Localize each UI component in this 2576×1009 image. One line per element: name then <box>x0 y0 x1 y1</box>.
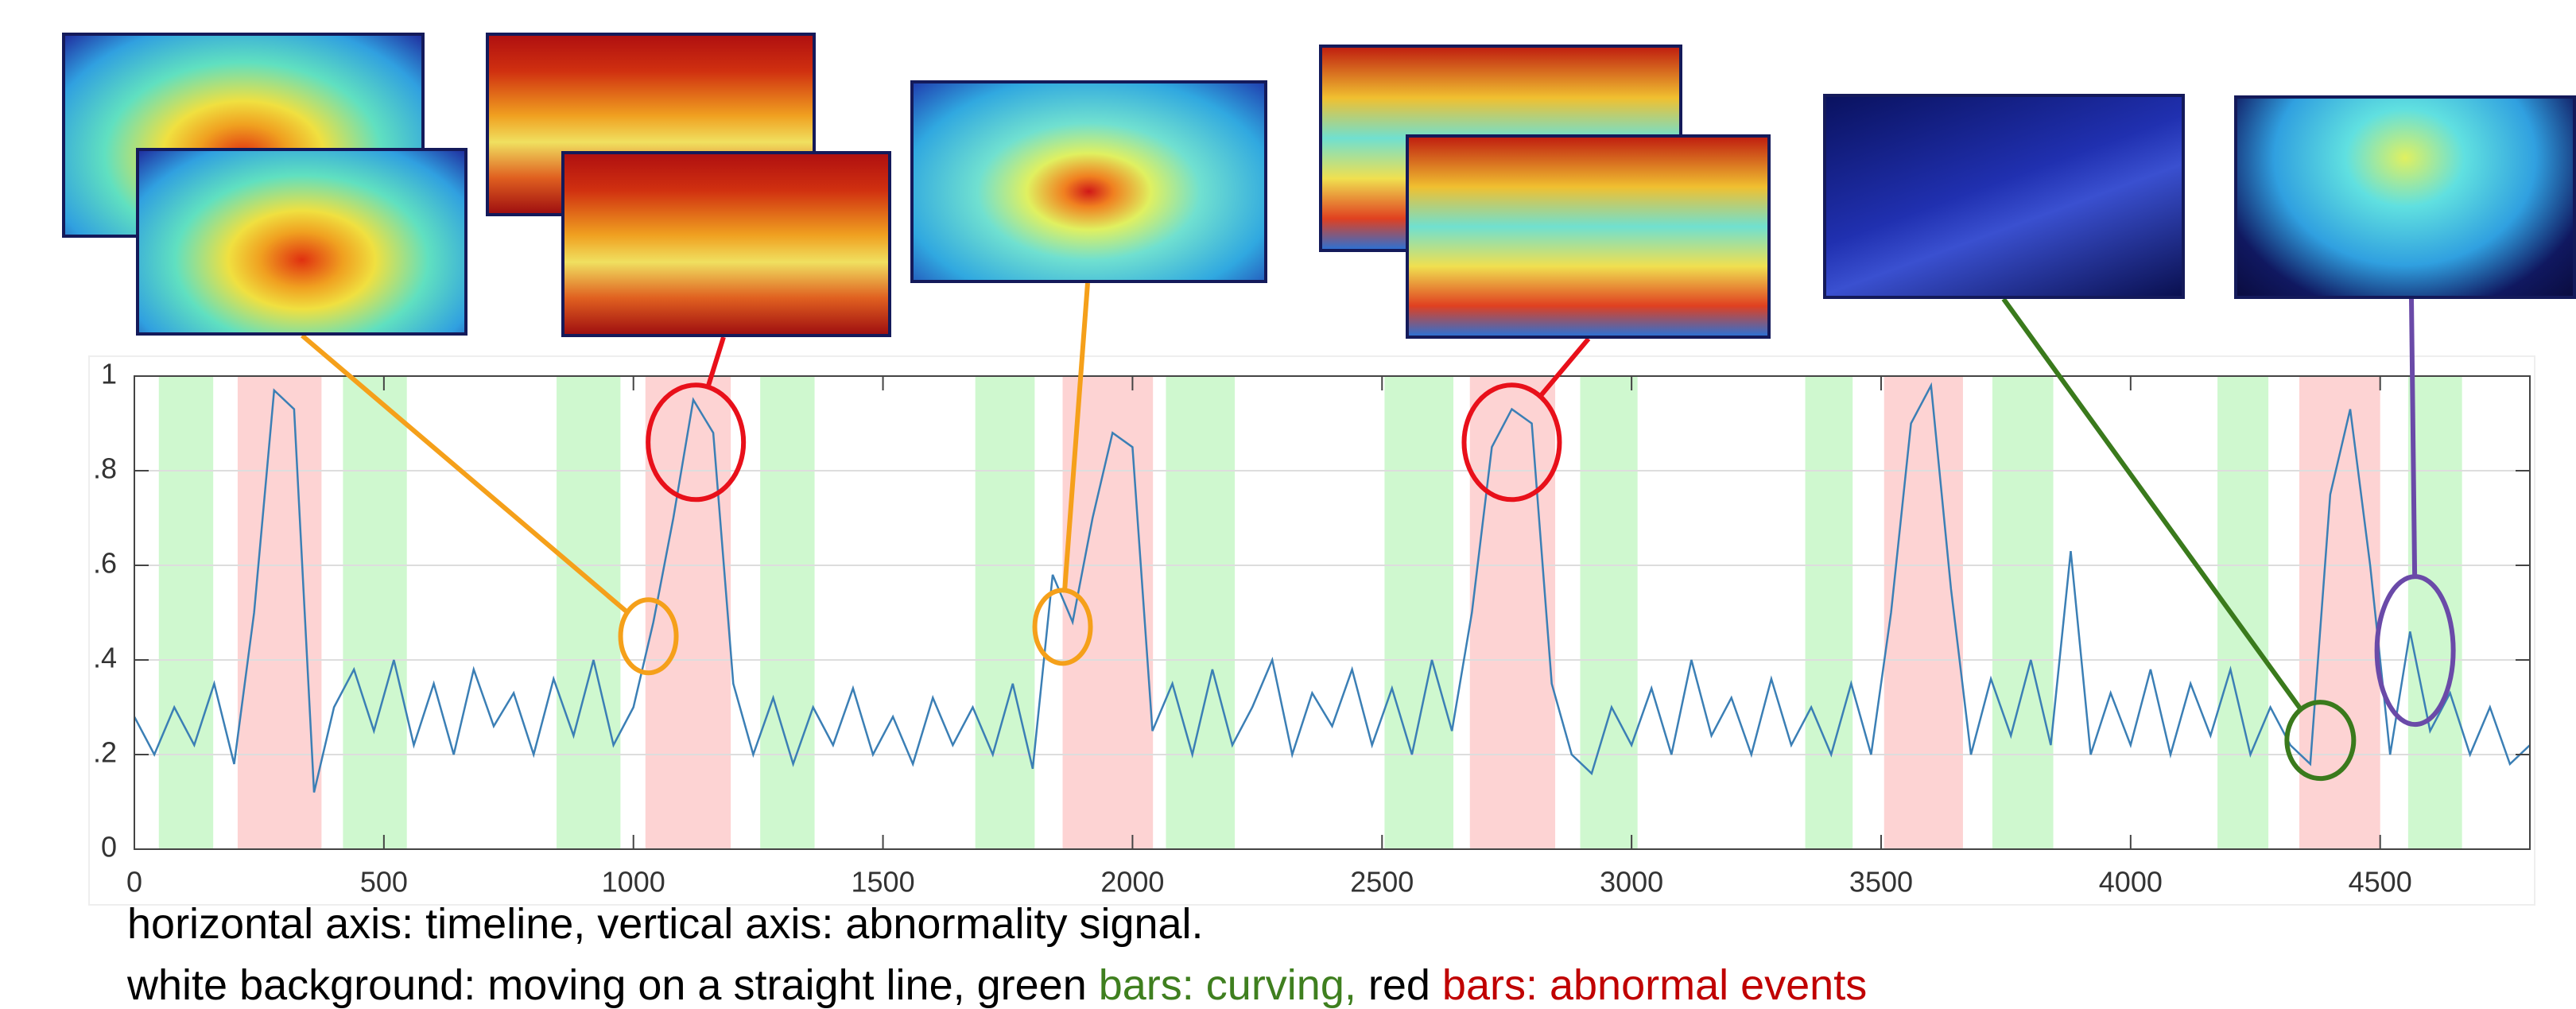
y-tick-label: .4 <box>93 642 117 674</box>
abnormal-band <box>1469 376 1556 849</box>
caption-part: green <box>976 961 1087 1009</box>
curving-band <box>557 376 621 849</box>
curving-band <box>2217 376 2269 849</box>
caption-part: bars: curving, <box>1086 961 1368 1009</box>
signal-line <box>133 382 2531 793</box>
x-tick-label: 4500 <box>2349 866 2412 898</box>
connector <box>1538 337 1591 398</box>
plot-frame <box>134 375 2531 850</box>
highlight-marker <box>618 597 679 676</box>
x-tick-label: 4000 <box>2099 866 2163 898</box>
x-tick-label: 0 <box>126 866 142 898</box>
curving-band <box>760 376 815 849</box>
highlight-marker <box>2284 700 2357 782</box>
highlight-marker <box>2374 574 2456 728</box>
y-tick-label: 0 <box>101 831 117 863</box>
caption-part: bars: abnormal events <box>1430 961 1868 1009</box>
caption-line: white background: moving on a straight l… <box>127 964 1867 1007</box>
curving-band <box>1384 376 1454 849</box>
heatmap-thumbnail <box>1406 134 1771 339</box>
figure-frame <box>88 355 2535 906</box>
x-tick-label: 3000 <box>1600 866 1663 898</box>
y-tick-label: .2 <box>93 736 117 769</box>
curving-band <box>343 376 407 849</box>
heatmap-thumbnail <box>136 148 467 336</box>
abnormal-band <box>1884 376 1963 849</box>
abnormal-band <box>237 376 322 849</box>
highlight-marker <box>1032 588 1093 666</box>
heatmap-thumbnail <box>1823 94 2185 299</box>
connector <box>1062 282 1090 591</box>
curving-band <box>1166 376 1236 849</box>
heatmap-thumbnail <box>2234 95 2576 299</box>
curving-band <box>975 376 1035 849</box>
connector <box>2409 298 2418 577</box>
curving-band <box>1580 376 1638 849</box>
caption-part: red <box>1368 961 1430 1009</box>
x-tick-label: 2500 <box>1350 866 1414 898</box>
highlight-marker <box>1461 382 1562 503</box>
x-tick-label: 2000 <box>1100 866 1164 898</box>
connector <box>2001 297 2303 711</box>
y-tick-label: .6 <box>93 547 117 580</box>
curving-band <box>1805 376 1853 849</box>
x-tick-label: 1500 <box>852 866 915 898</box>
curving-band <box>1992 376 2054 849</box>
connector <box>301 333 630 615</box>
curving-band <box>158 376 214 849</box>
abnormal-band <box>645 376 731 849</box>
y-tick-label: .8 <box>93 452 117 485</box>
curving-band <box>2407 376 2462 849</box>
heatmap-thumbnail <box>561 151 891 337</box>
highlight-marker <box>646 382 747 503</box>
x-tick-label: 1000 <box>602 866 665 898</box>
y-tick-label: 1 <box>101 358 117 390</box>
x-tick-label: 3500 <box>1849 866 1913 898</box>
caption-line: horizontal axis: timeline, vertical axis… <box>127 900 1204 948</box>
connector <box>705 336 726 388</box>
x-tick-label: 500 <box>360 866 408 898</box>
caption-part: white background: moving on a straight l… <box>127 961 977 1009</box>
heatmap-thumbnail <box>910 80 1267 283</box>
